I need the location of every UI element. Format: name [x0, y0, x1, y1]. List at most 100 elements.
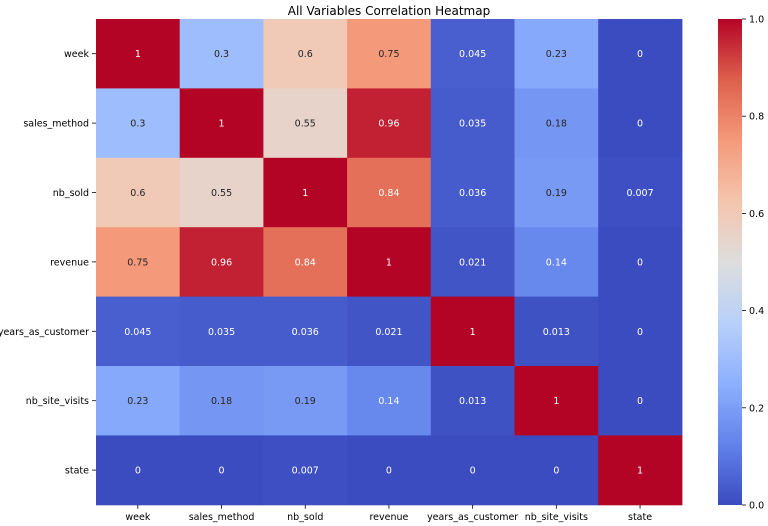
cell-value-label: 0.19	[295, 396, 316, 407]
cell-value-label: 0.6	[298, 49, 313, 60]
x-tick-label: sales_method	[189, 512, 255, 523]
heatmap-cell	[96, 366, 181, 436]
heatmap-cell	[347, 296, 432, 367]
heatmap-cell	[598, 296, 683, 367]
cell-value-label: 0	[637, 327, 643, 338]
heatmap-cell	[263, 19, 348, 89]
heatmap-cell	[96, 435, 181, 506]
heatmap-cell	[347, 88, 432, 159]
heatmap-cell	[263, 227, 348, 298]
heatmap-cell	[179, 296, 264, 367]
heatmap-cell	[598, 366, 683, 436]
cell-value-label: 0.19	[546, 188, 567, 199]
cell-value-label: 0.007	[626, 188, 653, 199]
heatmap-cell	[263, 157, 348, 228]
heatmap-cell	[263, 296, 348, 367]
heatmap-cell	[347, 435, 432, 506]
cell-value-label: 0.035	[208, 327, 235, 338]
cell-value-label: 0.75	[378, 49, 399, 60]
cell-value-label: 1	[553, 396, 559, 407]
heatmap-cell	[598, 157, 683, 228]
cell-value-label: 0.14	[546, 257, 567, 268]
heatmap-cell	[96, 157, 181, 228]
cell-value-label: 0	[637, 119, 643, 130]
cell-value-label: 0.3	[214, 49, 229, 60]
cell-value-label: 1	[637, 466, 643, 477]
heatmap-cell	[347, 366, 432, 436]
heatmap-cell	[598, 227, 683, 298]
cell-value-label: 0.021	[459, 257, 486, 268]
colorbar-tick-label: 0.0	[749, 501, 764, 512]
cell-value-label: 0	[470, 466, 476, 477]
heatmap-cell	[263, 366, 348, 436]
cell-value-label: 0.013	[459, 396, 486, 407]
colorbar-tick-label: 0.4	[749, 306, 764, 317]
heatmap-cell	[430, 19, 515, 89]
colorbar	[718, 19, 742, 505]
heatmap-cell	[598, 435, 683, 506]
heatmap-cell	[430, 296, 515, 367]
heatmap-cell	[179, 366, 264, 436]
x-tick-label: revenue	[369, 512, 408, 523]
cell-value-label: 0.3	[130, 119, 145, 130]
heatmap-cell	[514, 227, 599, 298]
heatmap-cell	[347, 157, 432, 228]
cell-value-label: 0.6	[130, 188, 145, 199]
y-tick-label: nb_site_visits	[26, 396, 89, 407]
cell-value-label: 0	[386, 466, 392, 477]
cell-value-label: 0	[219, 466, 225, 477]
heatmap-cell	[430, 157, 515, 228]
cell-value-label: 0.55	[295, 119, 316, 130]
heatmap-cell	[430, 88, 515, 159]
cell-value-label: 0.013	[543, 327, 570, 338]
colorbar-tick-label: 0.6	[749, 209, 764, 220]
cell-value-label: 0.045	[459, 49, 486, 60]
heatmap-cell	[179, 227, 264, 298]
heatmap-cell	[96, 227, 181, 298]
x-tick-label: years_as_customer	[427, 512, 518, 523]
heatmap-cell	[179, 435, 264, 506]
heatmap-cell	[96, 296, 181, 367]
cell-value-label: 0.55	[211, 188, 232, 199]
cell-value-label: 0	[135, 466, 141, 477]
cell-value-label: 1	[302, 188, 308, 199]
cell-value-label: 1	[219, 119, 225, 130]
cell-value-label: 1	[135, 49, 141, 60]
cell-value-label: 0.23	[127, 396, 148, 407]
heatmap-cell	[514, 19, 599, 89]
y-tick-label: week	[64, 49, 89, 60]
y-tick-label: years_as_customer	[0, 327, 89, 338]
cell-value-label: 0.007	[292, 466, 319, 477]
heatmap-cell	[179, 19, 264, 89]
cell-value-label: 0.036	[459, 188, 486, 199]
cell-value-label: 0.036	[292, 327, 319, 338]
heatmap-cell	[263, 435, 348, 506]
colorbar-tick-label: 0.2	[749, 403, 764, 414]
heatmap-cell	[263, 88, 348, 159]
cell-value-label: 0	[637, 257, 643, 268]
heatmap-cell	[430, 366, 515, 436]
cell-value-label: 0.96	[211, 257, 232, 268]
cell-value-label: 1	[470, 327, 476, 338]
cell-value-label: 1	[386, 257, 392, 268]
cell-value-label: 0.84	[295, 257, 316, 268]
cell-value-label: 0.045	[124, 327, 151, 338]
y-tick-label: nb_sold	[53, 188, 89, 199]
heatmap-cell	[514, 157, 599, 228]
heatmap-cell	[514, 435, 599, 506]
heatmap-cell	[96, 88, 181, 159]
heatmap-cell	[514, 296, 599, 367]
cell-value-label: 0	[637, 396, 643, 407]
colorbar-tick-label: 0.8	[749, 112, 764, 123]
cell-value-label: 0.14	[378, 396, 399, 407]
heatmap-cell	[96, 19, 181, 89]
chart-title: All Variables Correlation Heatmap	[287, 4, 491, 18]
heatmap-cell	[514, 88, 599, 159]
cell-value-label: 0.18	[211, 396, 232, 407]
heatmap-cell	[598, 19, 683, 89]
cell-value-label: 0	[553, 466, 559, 477]
x-tick-label: state	[628, 512, 652, 523]
cell-value-label: 0.23	[546, 49, 567, 60]
heatmap-cell	[179, 88, 264, 159]
